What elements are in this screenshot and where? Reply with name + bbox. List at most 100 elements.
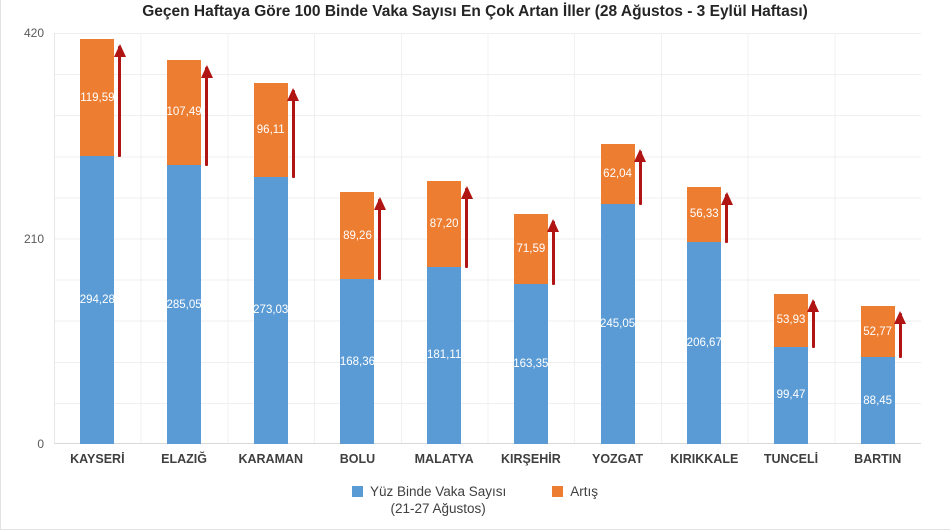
increase-arrow-icon <box>547 219 560 286</box>
increase-arrow-icon <box>373 196 386 281</box>
x-category-label: MALATYA <box>414 452 474 466</box>
arrow-head <box>460 186 473 200</box>
increase-segment: 53,93 <box>773 293 808 347</box>
increase-segment: 52,77 <box>860 305 895 358</box>
stacked-bar: 56,33 206,67 <box>687 186 722 444</box>
increase-segment: 96,11 <box>253 82 288 177</box>
base-segment: 294,28 <box>80 156 115 444</box>
data-label: 119,59 <box>80 91 115 104</box>
legend-swatch-icon <box>552 486 564 497</box>
arrow-head <box>547 219 560 233</box>
base-segment: 163,35 <box>513 284 548 444</box>
bar-column: 96,11 273,03 <box>227 33 314 444</box>
increase-arrow-icon <box>200 64 213 167</box>
base-segment: 285,05 <box>167 165 202 444</box>
increase-arrow-icon <box>287 87 300 178</box>
y-tick-label: 420 <box>23 26 44 40</box>
stacked-bar: 71,59 163,35 <box>513 214 548 444</box>
legend: Yüz Binde Vaka Sayısı (21-27 Ağustos) Artı… <box>0 483 950 517</box>
x-category-label: KIRIKKALE <box>670 452 739 466</box>
data-label: 285,05 <box>167 298 202 311</box>
x-category-label: YOZGAT <box>591 452 644 466</box>
increase-arrow-icon <box>460 186 473 268</box>
increase-arrow-icon <box>807 298 820 348</box>
stacked-bar: 53,93 99,47 <box>773 293 808 444</box>
arrow-head <box>894 310 907 324</box>
increase-arrow-icon <box>720 191 733 243</box>
base-segment: 168,36 <box>340 279 375 444</box>
data-label: 206,67 <box>687 336 722 349</box>
stacked-bar: 119,59 294,28 <box>80 39 115 444</box>
x-category-label: BOLU <box>339 452 376 466</box>
increase-segment: 107,49 <box>167 59 202 166</box>
data-label: 52,77 <box>863 325 893 338</box>
stacked-bar: 107,49 285,05 <box>167 59 202 444</box>
bar-column: 107,49 285,05 <box>141 33 228 444</box>
arrow-head <box>373 196 386 210</box>
data-label: 87,20 <box>429 218 459 231</box>
stacked-bar: 96,11 273,03 <box>253 82 288 444</box>
base-segment: 181,11 <box>427 266 462 444</box>
arrow-head <box>634 148 647 162</box>
legend-swatch-icon <box>351 486 363 497</box>
x-category-label: KIRŞEHİR <box>501 452 561 466</box>
data-label: 71,59 <box>516 243 546 256</box>
increase-segment: 56,33 <box>687 186 722 242</box>
base-segment: 206,67 <box>687 241 722 444</box>
y-tick-label: 210 <box>23 231 44 246</box>
data-label: 107,49 <box>167 106 202 119</box>
data-label: 163,35 <box>513 358 548 371</box>
arrow-head <box>720 191 733 205</box>
base-segment: 245,05 <box>600 204 635 444</box>
legend-label-line2: (21-27 Ağustos) <box>390 501 486 516</box>
arrow-head <box>287 87 300 101</box>
stacked-bar: 87,20 181,11 <box>427 181 462 444</box>
data-label: 99,47 <box>776 389 806 402</box>
bar-column: 71,59 163,35 <box>488 33 575 444</box>
chart-title: Geçen Haftaya Göre 100 Binde Vaka Sayısı… <box>142 3 808 20</box>
increase-segment: 89,26 <box>340 191 375 280</box>
bar-column: 53,93 99,47 <box>748 33 835 444</box>
stacked-bar: 89,26 168,36 <box>340 191 375 444</box>
legend-label: Artış <box>570 484 599 499</box>
stacked-bar: 52,77 88,45 <box>860 305 895 444</box>
legend-label: Yüz Binde Vaka Sayısı (21-27 Ağustos) <box>369 484 507 516</box>
legend-item: Artış <box>552 483 598 517</box>
increase-arrow-icon <box>894 310 907 359</box>
arrow-head <box>807 298 820 312</box>
bar-column: 52,77 88,45 <box>834 33 921 444</box>
x-axis-labels: KAYSERİ ELAZIĞ KARAMAN BOLU MALATYA KIRŞEHİR Y… <box>54 452 921 466</box>
base-segment: 99,47 <box>773 346 808 444</box>
y-tick-label: 0 <box>37 437 44 451</box>
data-label: 88,45 <box>863 394 893 407</box>
base-segment: 88,45 <box>860 357 895 444</box>
arrow-head <box>200 64 213 78</box>
x-category-label: KARAMAN <box>238 452 304 466</box>
x-category-label: KAYSERİ <box>70 452 125 466</box>
bar-column: 87,20 181,11 <box>401 33 488 444</box>
increase-segment: 119,59 <box>80 39 115 157</box>
bar-column: 119,59 294,28 <box>54 33 141 444</box>
data-label: 89,26 <box>343 229 372 242</box>
increase-arrow-icon <box>634 148 647 206</box>
arrow-head <box>113 44 126 58</box>
data-label: 168,36 <box>340 355 375 368</box>
data-label: 53,93 <box>776 314 806 327</box>
data-label: 273,03 <box>253 304 288 317</box>
x-category-label: ELAZIĞ <box>161 452 207 466</box>
bar-column: 56,33 206,67 <box>661 33 748 444</box>
increase-segment: 62,04 <box>600 143 635 205</box>
data-label: 181,11 <box>427 349 462 362</box>
data-label: 294,28 <box>80 294 115 307</box>
increase-arrow-icon <box>113 44 126 158</box>
data-label: 62,04 <box>603 167 632 180</box>
x-category-label: TUNCELİ <box>763 452 819 466</box>
bar-column: 62,04 245,05 <box>574 33 661 444</box>
increase-segment: 87,20 <box>427 181 462 267</box>
y-axis: 0 210 420 <box>0 26 48 451</box>
legend-item: Yüz Binde Vaka Sayısı (21-27 Ağustos) <box>351 483 507 517</box>
x-category-label: BARTIN <box>854 452 902 466</box>
bars-container: 119,59 294,28 107,49 285,05 96,11 273,03 89,26… <box>54 33 921 444</box>
data-label: 56,33 <box>689 208 719 221</box>
data-label: 96,11 <box>256 123 285 136</box>
